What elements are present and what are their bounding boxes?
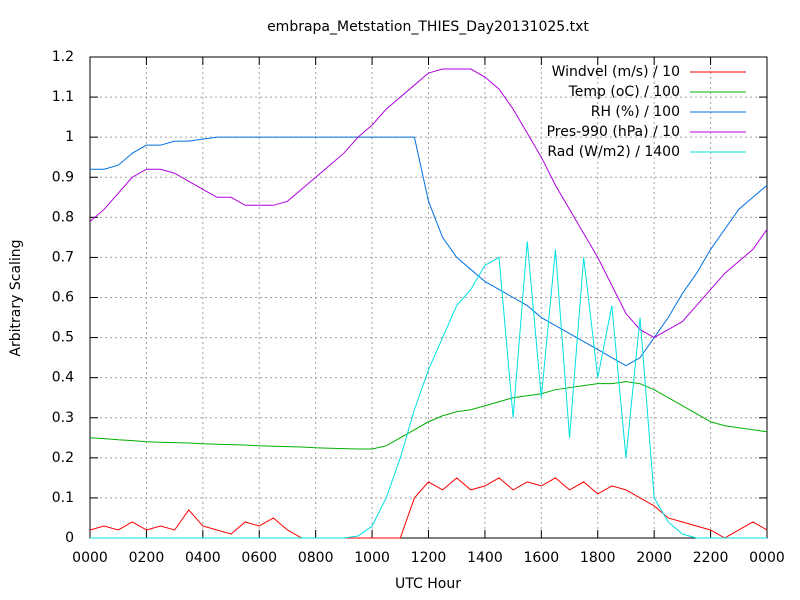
y-tick-label: 1.2 (52, 49, 74, 65)
legend-label: RH (%) / 100 (591, 104, 680, 120)
x-tick-label: 1800 (580, 550, 616, 566)
legend-label: Windvel (m/s) / 10 (552, 64, 680, 80)
chart-title: embrapa_Metstation_THIES_Day20131025.txt (267, 19, 589, 35)
x-tick-label: 0600 (241, 550, 277, 566)
x-tick-label: 0000 (72, 550, 108, 566)
x-tick-label: 1200 (411, 550, 447, 566)
y-tick-label: 0.3 (52, 410, 74, 426)
y-tick-label: 0.9 (52, 169, 74, 185)
x-tick-label: 2000 (636, 550, 672, 566)
y-axis-label: Arbitrary Scaling (8, 239, 24, 356)
plot-frame (89, 56, 768, 539)
x-tick-label: 0000 (749, 550, 785, 566)
y-tick-label: 0.5 (52, 330, 74, 346)
series-line (89, 477, 768, 539)
legend-label: Rad (W/m2) / 1400 (547, 144, 680, 160)
x-tick-label: 0400 (185, 550, 221, 566)
y-tick-label: 0 (65, 530, 74, 546)
x-axis-label: UTC Hour (395, 576, 461, 592)
y-tick-label: 1 (65, 129, 74, 145)
y-tick-label: 0.2 (52, 450, 74, 466)
x-tick-label: 1000 (354, 550, 390, 566)
x-tick-label: 1400 (467, 550, 503, 566)
legend-label: Temp (oC) / 100 (568, 84, 680, 100)
series-line (90, 241, 767, 539)
x-tick-label: 1600 (524, 550, 560, 566)
y-tick-label: 0.1 (52, 490, 74, 506)
y-tick-label: 0.8 (52, 209, 74, 225)
y-tick-label: 1.1 (52, 89, 74, 105)
x-tick-label: 0800 (298, 550, 334, 566)
x-tick-label: 2200 (693, 550, 729, 566)
y-tick-label: 0.6 (52, 290, 74, 306)
series-line (89, 381, 768, 450)
x-tick-label: 0200 (129, 550, 165, 566)
y-tick-label: 0.7 (52, 249, 74, 265)
y-tick-label: 0.4 (52, 370, 74, 386)
series-line (89, 68, 768, 339)
legend-label: Pres-990 (hPa) / 10 (547, 124, 680, 140)
